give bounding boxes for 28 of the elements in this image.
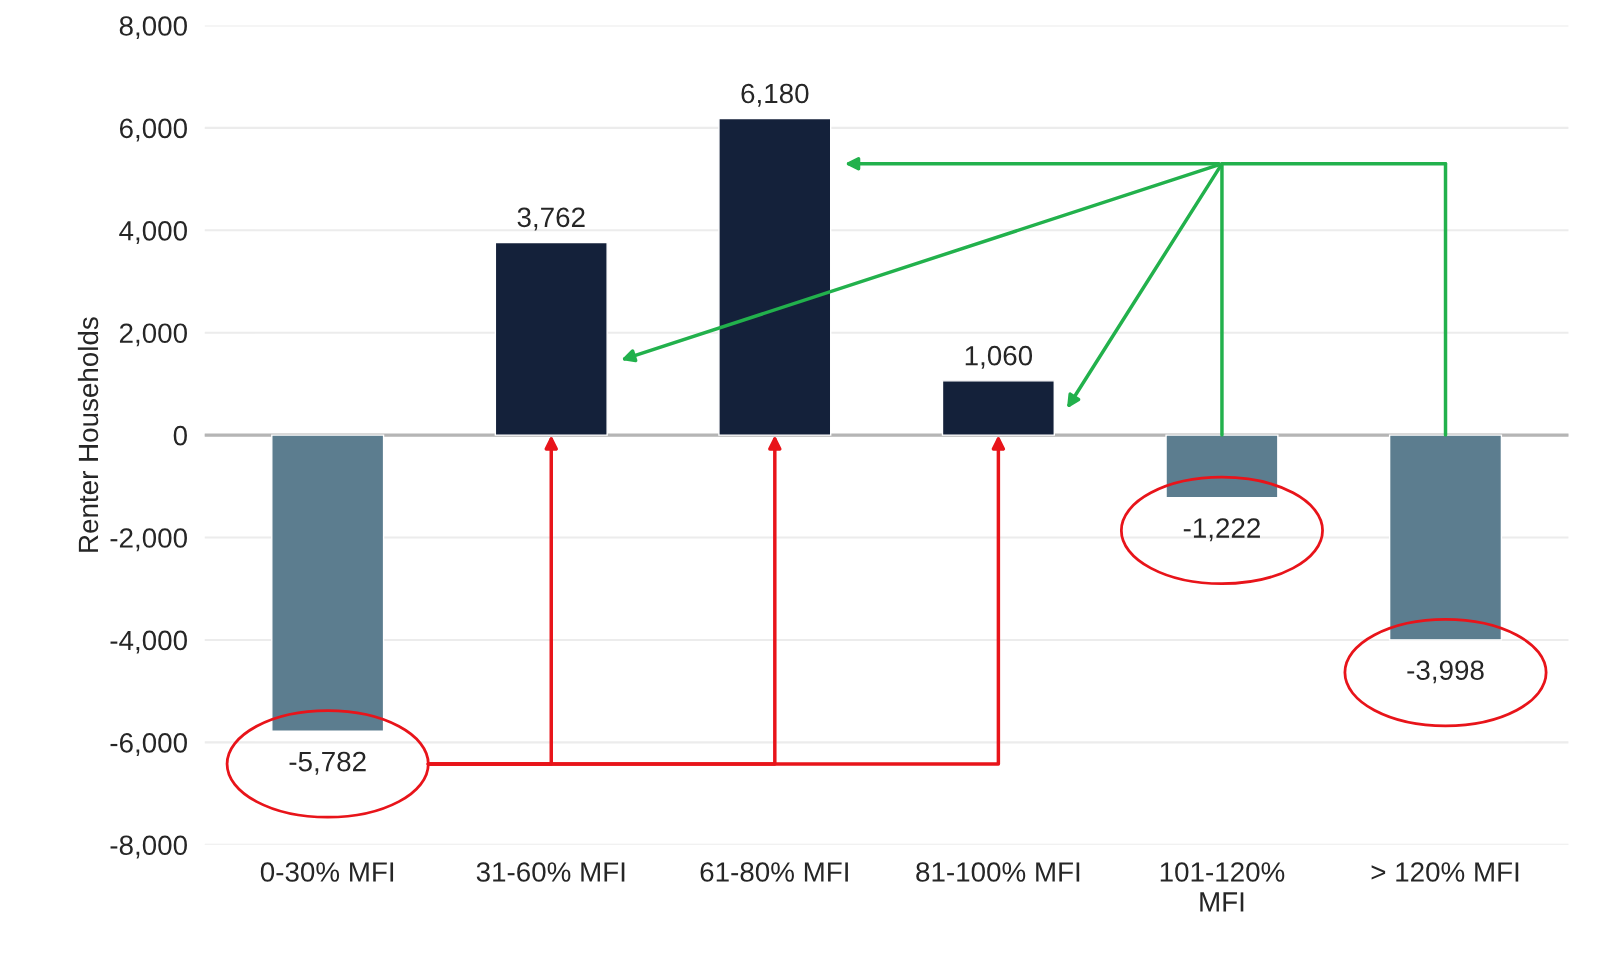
x-tick-label: 101-120% MFI bbox=[1160, 862, 1285, 912]
bar bbox=[1388, 434, 1503, 641]
bar bbox=[494, 241, 608, 436]
data-label: 3,762 bbox=[517, 207, 585, 231]
y-tick-label: -2,000 bbox=[110, 528, 187, 552]
x-tick-label: 31-60% MFI bbox=[476, 862, 625, 882]
y-tick-label: 2,000 bbox=[119, 323, 187, 347]
bar bbox=[941, 380, 1055, 436]
y-tick-label: 8,000 bbox=[119, 16, 187, 40]
y-axis-title: Renter Households bbox=[77, 317, 99, 552]
bar bbox=[718, 117, 832, 436]
y-tick-label: 4,000 bbox=[119, 220, 187, 244]
bar bbox=[271, 434, 385, 732]
data-label: 6,180 bbox=[741, 83, 809, 107]
bar bbox=[1165, 434, 1279, 499]
data-label: 1,060 bbox=[965, 345, 1033, 369]
y-tick-label: -4,000 bbox=[110, 630, 187, 654]
y-tick-label: -8,000 bbox=[110, 835, 187, 859]
x-tick-label: 0-30% MFI bbox=[260, 862, 394, 882]
x-tick-label: 81-100% MFI bbox=[916, 862, 1080, 882]
y-tick-label: 0 bbox=[173, 425, 187, 446]
y-tick-label: -6,000 bbox=[110, 733, 187, 756]
x-tick-label: 61-80% MFI bbox=[700, 862, 848, 882]
data-label: -1,222 bbox=[1183, 518, 1260, 542]
data-label: -5,782 bbox=[289, 751, 366, 775]
y-tick-label: 6,000 bbox=[119, 118, 187, 142]
x-tick-label: > 120% MFI bbox=[1371, 862, 1519, 882]
data-label: -3,998 bbox=[1407, 660, 1484, 684]
